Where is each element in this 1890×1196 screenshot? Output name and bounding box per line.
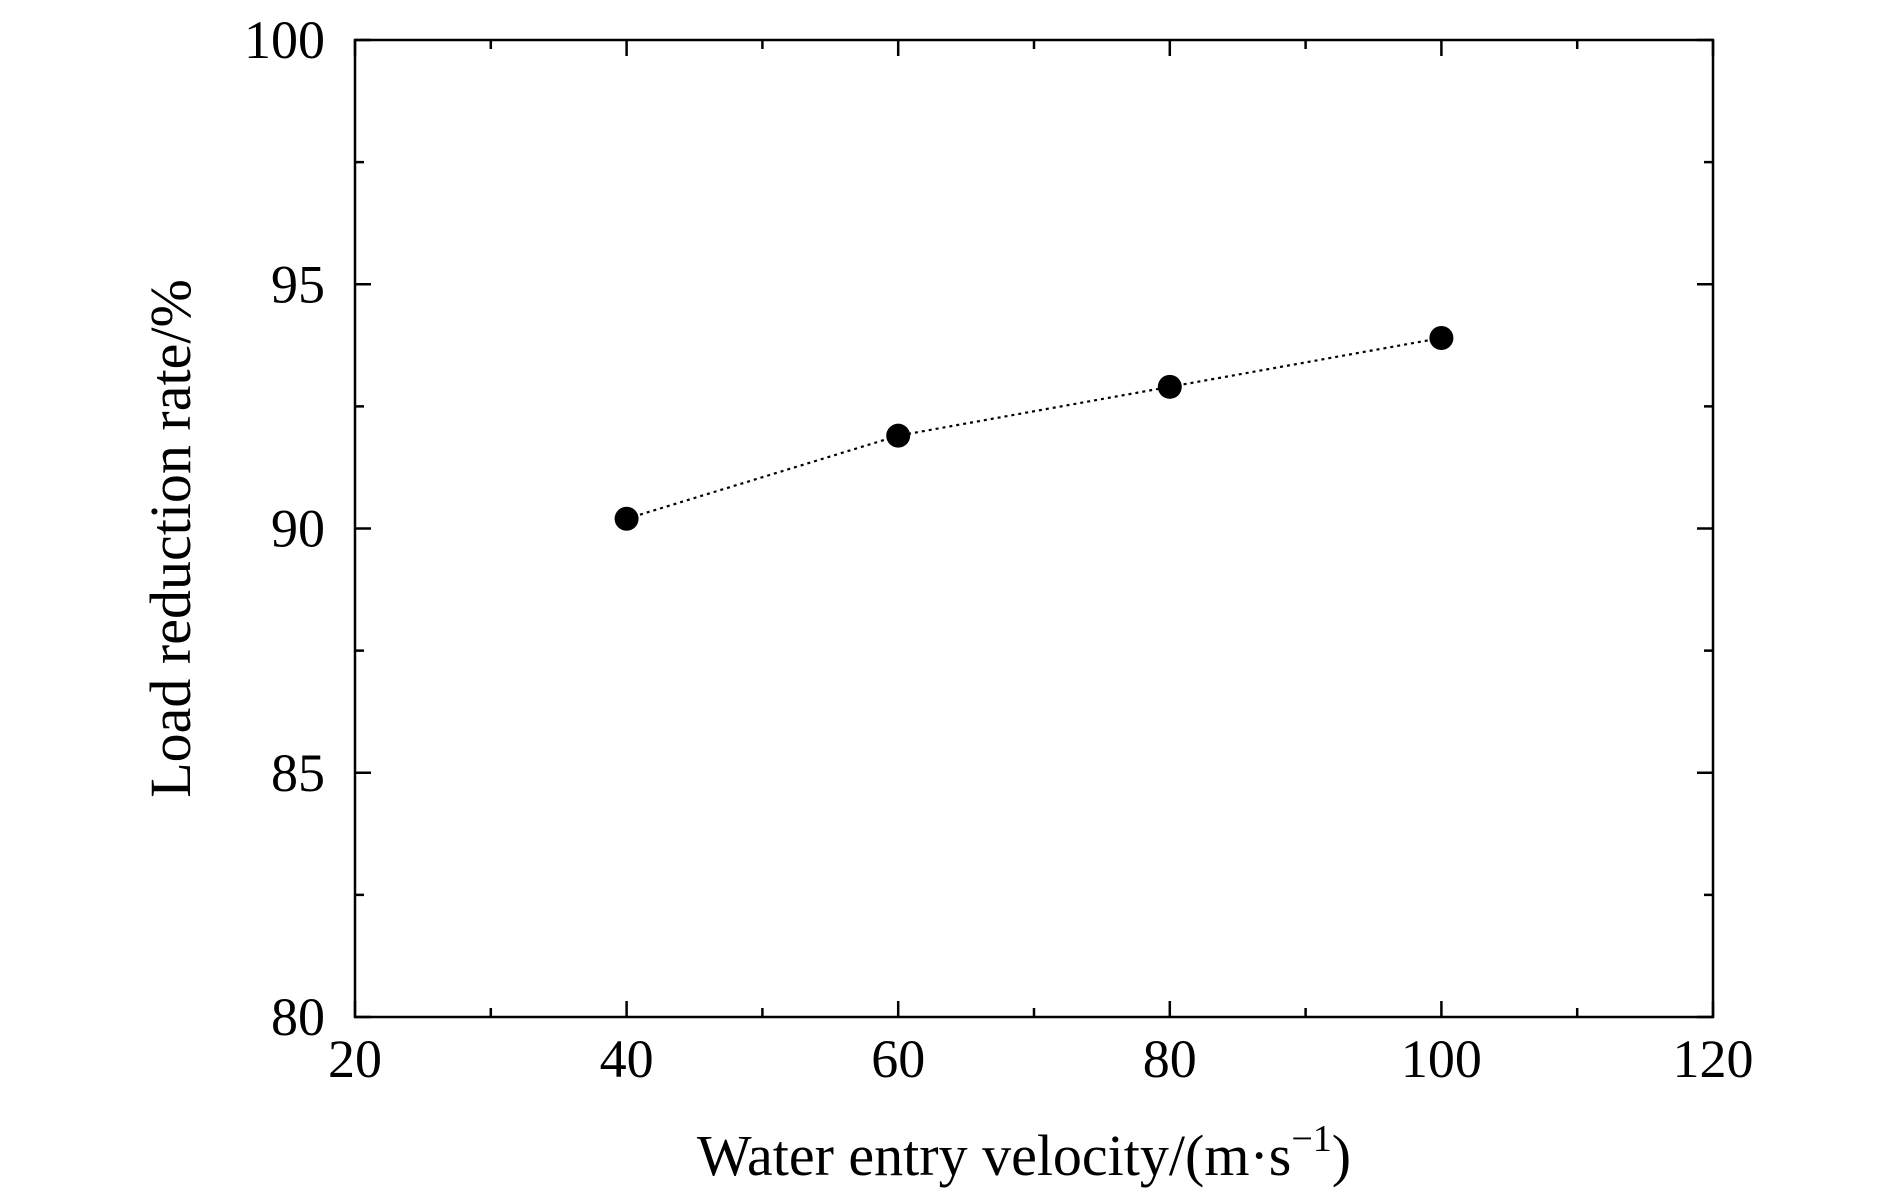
y-tick-label: 90	[271, 499, 325, 559]
x-tick-label: 20	[328, 1029, 382, 1089]
data-series	[614, 325, 1454, 531]
x-tick-labels: 20 40 60 80 100 120	[328, 1029, 1754, 1089]
x-tick-label: 120	[1673, 1029, 1754, 1089]
y-tick-label: 100	[244, 10, 325, 70]
y-tick-label: 95	[271, 254, 325, 314]
x-tick-label: 60	[871, 1029, 925, 1089]
x-axis-title: Water entry velocity/(m·s−1)	[697, 1118, 1351, 1188]
plot-frame	[353, 38, 1715, 1019]
y-tick-label: 80	[271, 987, 325, 1047]
x-tick-label: 40	[600, 1029, 654, 1089]
data-point	[614, 506, 639, 531]
x-axis-title-superscript: −1	[1291, 1118, 1331, 1160]
x-tick-label: 80	[1143, 1029, 1197, 1089]
data-point	[1429, 325, 1454, 350]
x-axis-title-main: Water entry velocity/(m·s	[697, 1123, 1291, 1188]
data-point	[886, 423, 911, 448]
tick-marks	[353, 38, 1715, 1019]
y-axis-title: Load reduction rate/%	[138, 279, 203, 798]
x-axis-title-close: )	[1332, 1123, 1351, 1188]
data-point	[1157, 374, 1182, 399]
x-tick-label: 100	[1401, 1029, 1482, 1089]
y-tick-labels: 80 85 90 95 100	[244, 10, 325, 1047]
series-line	[626, 336, 1442, 520]
y-tick-label: 85	[271, 743, 325, 803]
